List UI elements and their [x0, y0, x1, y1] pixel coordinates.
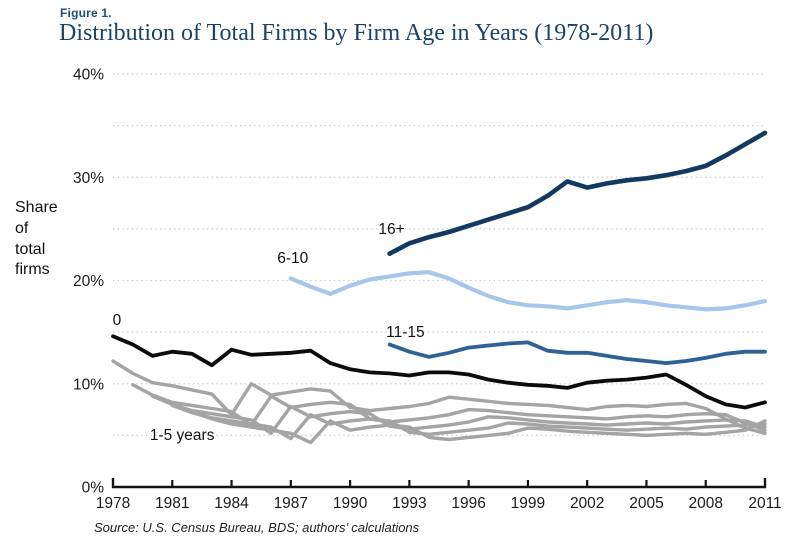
figure-label: Figure 1. — [60, 6, 112, 20]
chart-title: Distribution of Total Firms by Firm Age … — [59, 20, 654, 46]
line-age-11-15 — [387, 340, 767, 366]
y-tick-label: 20% — [73, 273, 104, 290]
x-tick-label: 1993 — [392, 495, 426, 512]
x-tick-label: 2011 — [748, 495, 781, 512]
axis-tick-labels: 1978 1981 1984 1987 1990 1993 1996 1999 2002 2005… — [73, 67, 782, 513]
y-axis-title-line: total — [15, 240, 46, 258]
x-tick-label: 1984 — [214, 495, 249, 512]
series-lines — [111, 130, 768, 445]
line-age-1 — [111, 359, 767, 435]
y-tick-label: 0% — [82, 480, 105, 497]
x-tick-label: 1978 — [96, 495, 130, 512]
x-tick-label: 1996 — [451, 495, 485, 512]
y-axis-title-line: firms — [15, 261, 50, 279]
y-axis-title-line: of — [15, 219, 29, 237]
x-tick-label: 1999 — [511, 495, 545, 512]
y-tick-label: 40% — [73, 67, 104, 84]
x-tick-label: 2008 — [688, 495, 722, 512]
line-age-4 — [170, 403, 767, 441]
x-tick-label: 1990 — [333, 495, 368, 512]
line-age-5 — [190, 409, 767, 445]
source-note: Source: U.S. Census Bureau, BDS; authors… — [94, 520, 420, 535]
x-tick-label: 1981 — [155, 495, 189, 512]
y-tick-label: 10% — [73, 376, 104, 393]
y-axis-title: Share of total firms — [15, 198, 58, 281]
gridlines — [113, 73, 765, 436]
y-axis-title-line: Share — [15, 199, 58, 216]
x-axis-line — [111, 478, 767, 489]
line-age-2 — [131, 383, 767, 432]
x-axis — [111, 478, 767, 489]
line-age-3 — [150, 394, 767, 435]
y-tick-label: 30% — [73, 170, 104, 187]
line-age-16-plus — [387, 130, 768, 256]
x-tick-label: 2005 — [629, 495, 663, 512]
x-tick-label: 2002 — [570, 495, 604, 512]
x-tick-label: 1987 — [274, 495, 308, 512]
line-age-0 — [111, 334, 767, 410]
line-age-6-10 — [288, 270, 768, 312]
